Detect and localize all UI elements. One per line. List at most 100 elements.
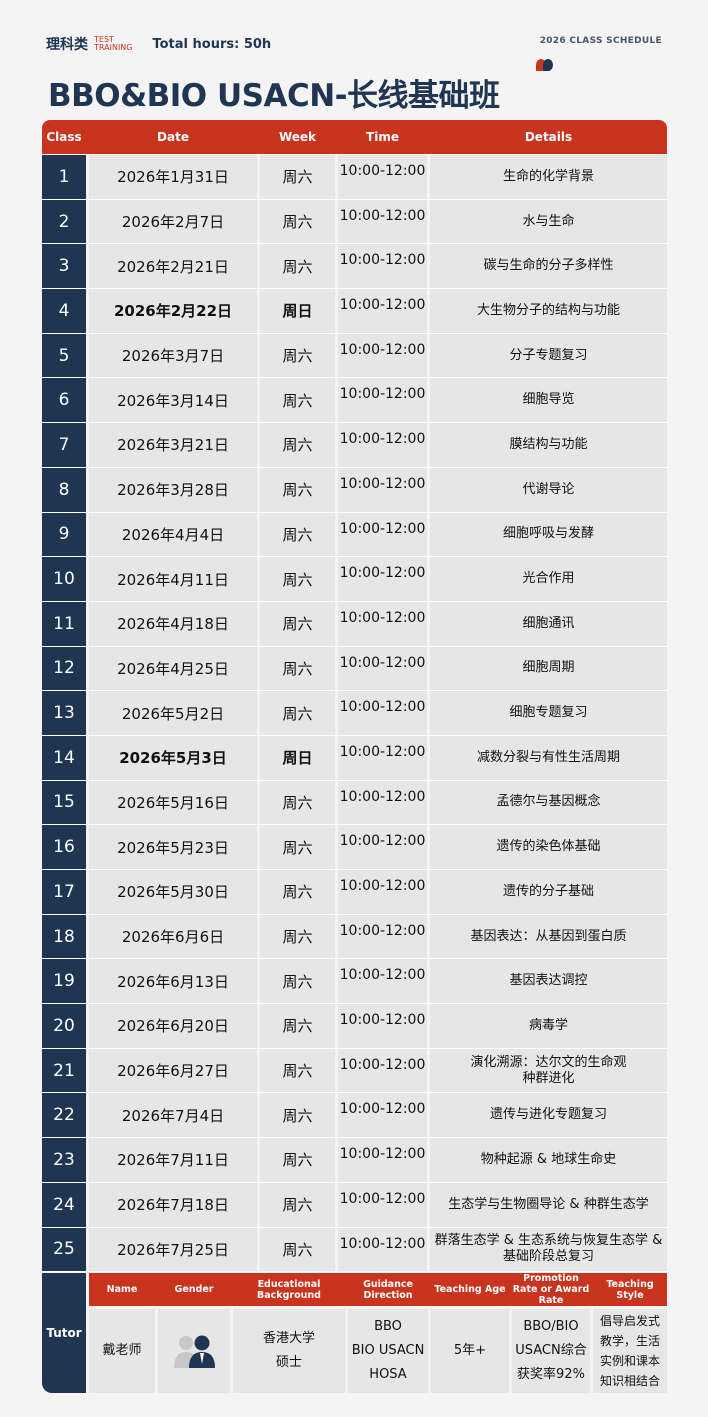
class-weekday: 周六 <box>260 155 335 199</box>
class-number: 17 <box>42 870 86 914</box>
class-date: 2026年6月27日 <box>89 1048 257 1093</box>
class-number: 3 <box>42 244 86 289</box>
class-number: 4 <box>42 289 86 333</box>
class-weekday: 周六 <box>260 691 335 735</box>
class-weekday: 周六 <box>260 1048 335 1093</box>
class-number: 12 <box>42 646 86 691</box>
class-details: 光合作用 <box>430 557 667 601</box>
class-weekday: 周六 <box>260 557 335 601</box>
class-weekday: 周六 <box>260 1004 335 1048</box>
tutor-style: 倡导启发式教学，生活实例和课本知识相结合 <box>593 1309 667 1393</box>
class-weekday: 周六 <box>260 870 335 914</box>
total-hours: Total hours: 50h <box>152 36 272 52</box>
col-class: Class <box>46 130 82 144</box>
class-date: 2026年3月21日 <box>89 423 257 467</box>
class-date: 2026年7月4日 <box>89 1093 257 1138</box>
class-date: 2026年6月6日 <box>89 914 257 959</box>
class-date: 2026年5月23日 <box>89 825 257 869</box>
class-date: 2026年3月14日 <box>89 378 257 423</box>
logo-text: 理科类 <box>46 37 88 53</box>
class-weekday: 周日 <box>260 735 335 780</box>
table-row: 11 2026年4月18日 周六 10:00-12:00 细胞通讯 <box>42 601 667 647</box>
class-time: 10:00-12:00 <box>338 557 427 601</box>
table-row: 21 2026年6月27日 周六 10:00-12:00 演化溯源：达尔文的生命观 种群… <box>42 1048 667 1094</box>
class-number: 14 <box>42 735 86 780</box>
male-female-avatar-icon <box>158 1309 230 1393</box>
class-number: 6 <box>42 378 86 423</box>
class-number: 8 <box>42 467 86 512</box>
class-weekday: 周六 <box>260 1182 335 1227</box>
tutor-header: Name Gender Educational Background Guida… <box>89 1273 667 1306</box>
table-row: 6 2026年3月14日 周六 10:00-12:00 细胞导览 <box>42 378 667 424</box>
class-date: 2026年3月28日 <box>89 467 257 512</box>
class-details: 孟德尔与基因概念 <box>430 780 667 825</box>
class-number: 23 <box>42 1138 86 1182</box>
class-time: 10:00-12:00 <box>338 914 427 959</box>
class-weekday: 周六 <box>260 1093 335 1138</box>
class-weekday: 周六 <box>260 199 335 244</box>
class-time: 10:00-12:00 <box>338 870 427 914</box>
schedule-label: 2026 CLASS SCHEDULE <box>539 36 662 46</box>
tutor-col-age: Teaching Age <box>434 1284 506 1295</box>
page-title: BBO&BIO USACN-长线基础班 <box>48 78 500 114</box>
class-details: 生态学与生物圈导论 & 种群生态学 <box>430 1182 667 1227</box>
table-row: 13 2026年5月2日 周六 10:00-12:00 细胞专题复习 <box>42 691 667 736</box>
class-date: 2026年2月21日 <box>89 244 257 289</box>
speech-bubbles-icon <box>536 56 553 75</box>
class-details: 分子专题复习 <box>430 333 667 378</box>
table-row: 8 2026年3月28日 周六 10:00-12:00 代谢导论 <box>42 467 667 513</box>
col-week: Week <box>278 130 317 144</box>
class-details: 代谢导论 <box>430 467 667 512</box>
class-number: 18 <box>42 914 86 959</box>
table-row: 14 2026年5月3日 周日 10:00-12:00 减数分裂与有性生活周期 <box>42 735 667 781</box>
class-time: 10:00-12:00 <box>338 289 427 333</box>
class-time: 10:00-12:00 <box>338 423 427 467</box>
table-row: 9 2026年4月4日 周六 10:00-12:00 细胞呼吸与发酵 <box>42 512 667 558</box>
table-row: 19 2026年6月13日 周六 10:00-12:00 基因表达调控 <box>42 959 667 1005</box>
class-details: 基因表达调控 <box>430 959 667 1004</box>
table-row: 12 2026年4月25日 周六 10:00-12:00 细胞周期 <box>42 646 667 692</box>
class-details: 膜结构与功能 <box>430 423 667 467</box>
class-date: 2026年7月25日 <box>89 1227 257 1272</box>
class-details: 减数分裂与有性生活周期 <box>430 735 667 780</box>
class-number: 2 <box>42 199 86 244</box>
table-row: 1 2026年1月31日 周六 10:00-12:00 生命的化学背景 <box>42 155 667 200</box>
table-row: 17 2026年5月30日 周六 10:00-12:00 遗传的分子基础 <box>42 870 667 915</box>
class-number: 1 <box>42 155 86 199</box>
class-weekday: 周六 <box>260 423 335 467</box>
class-time: 10:00-12:00 <box>338 735 427 780</box>
tutor-rate: BBO/BIO USACN综合 获奖率92% <box>512 1309 590 1393</box>
tutor-row: 戴老师 香港大学 硕士 BBO BIO USACN HOSA 5年+ BBO/B… <box>89 1273 667 1393</box>
class-number: 22 <box>42 1093 86 1138</box>
logo-subtext: TEST TRAINING <box>94 35 133 52</box>
class-time: 10:00-12:00 <box>338 467 427 512</box>
tutor-age: 5年+ <box>431 1309 509 1393</box>
class-details: 群落生态学 & 生态系统与恢复生态学 & 基础阶段总复习 <box>430 1227 667 1272</box>
class-details: 演化溯源：达尔文的生命观 种群进化 <box>430 1048 667 1093</box>
class-number: 13 <box>42 691 86 735</box>
class-details: 生命的化学背景 <box>430 155 667 199</box>
class-weekday: 周六 <box>260 378 335 423</box>
class-weekday: 周六 <box>260 1227 335 1272</box>
tutor-label: Tutor <box>42 1273 86 1393</box>
class-details: 水与生命 <box>430 199 667 244</box>
class-details: 大生物分子的结构与功能 <box>430 289 667 333</box>
tutor-col-rate: Promotion Rate or Award Rate <box>512 1273 590 1306</box>
class-number: 9 <box>42 512 86 557</box>
class-weekday: 周六 <box>260 914 335 959</box>
class-number: 19 <box>42 959 86 1004</box>
class-number: 25 <box>42 1227 86 1272</box>
class-date: 2026年3月7日 <box>89 333 257 378</box>
class-weekday: 周六 <box>260 1138 335 1182</box>
col-details: Details <box>524 130 573 144</box>
table-row: 5 2026年3月7日 周六 10:00-12:00 分子专题复习 <box>42 333 667 379</box>
class-time: 10:00-12:00 <box>338 825 427 869</box>
class-time: 10:00-12:00 <box>338 512 427 557</box>
class-weekday: 周六 <box>260 244 335 289</box>
col-date: Date <box>157 130 189 144</box>
table-row: 20 2026年6月20日 周六 10:00-12:00 病毒学 <box>42 1004 667 1049</box>
class-time: 10:00-12:00 <box>338 155 427 199</box>
class-time: 10:00-12:00 <box>338 333 427 378</box>
class-time: 10:00-12:00 <box>338 780 427 825</box>
table-header: Class Date Week Time Details <box>42 120 667 154</box>
